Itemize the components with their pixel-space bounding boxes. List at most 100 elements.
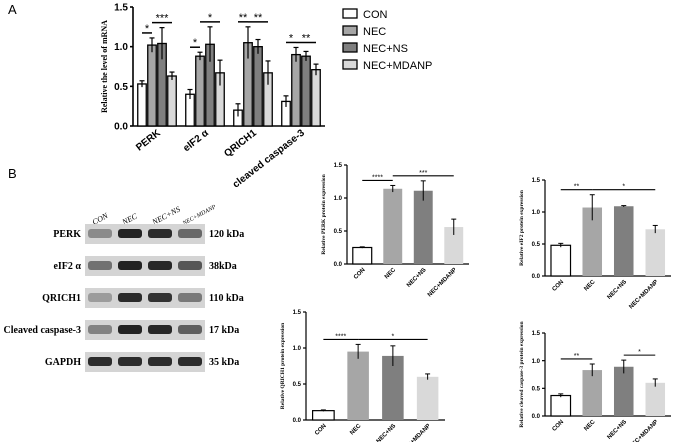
y-tick-label: 1.5 <box>532 331 541 337</box>
protein-band <box>148 261 172 270</box>
significance-label: * <box>289 32 294 44</box>
y-tick-label: 0.0 <box>532 414 541 420</box>
category-label: NEC+NS <box>607 419 629 441</box>
bar <box>253 46 263 127</box>
y-tick-label: 0.0 <box>532 274 541 280</box>
bar <box>312 410 335 421</box>
y-tick-label: 1.0 <box>114 42 128 53</box>
category-label: NEC <box>349 423 363 437</box>
protein-label: PERK <box>53 229 81 240</box>
bar <box>147 44 157 127</box>
category-label: NEC+NS <box>406 267 428 289</box>
bar <box>382 355 404 420</box>
category-label: CON <box>314 423 328 437</box>
category-label: NEC <box>583 279 597 293</box>
size-label: 120 kDa <box>209 229 244 240</box>
size-label: 110 kDa <box>209 293 244 304</box>
bar <box>550 394 572 417</box>
bar <box>645 229 666 276</box>
y-tick-label: 1.5 <box>532 178 541 184</box>
legend-label: NEC+NS <box>363 43 408 55</box>
y-tick-label: 1.0 <box>293 346 302 352</box>
blot-strip <box>85 352 205 372</box>
bar <box>137 83 147 127</box>
protein-band <box>118 261 142 270</box>
panel-label-a: A <box>8 2 17 17</box>
protein-band <box>88 229 112 238</box>
bar <box>383 188 403 264</box>
significance-label: ** <box>239 12 248 24</box>
category-label: QRICH1 <box>222 127 259 159</box>
size-label: 38kDa <box>209 261 237 272</box>
y-tick-label: 0.5 <box>334 229 343 235</box>
category-label: eIF2 α <box>181 127 211 154</box>
bar <box>291 53 301 127</box>
bar <box>311 69 321 127</box>
significance-label: ** <box>574 184 580 191</box>
blot-strip <box>85 256 205 276</box>
protein-band <box>178 357 202 366</box>
bar <box>413 190 433 264</box>
y-tick-label: 0.5 <box>532 386 541 392</box>
eif2-protein-chart: 0.0 0.5 1.0 1.5 Relative eIF2 protein expres… <box>519 178 671 310</box>
bar <box>416 376 439 420</box>
y-tick-label: 1.5 <box>334 163 343 169</box>
y-tick-label: 0.0 <box>334 262 343 268</box>
protein-band <box>118 357 142 366</box>
mrna-chart: 0.0 0.5 1.0 1.5 Relative the level of mRNA PE… <box>100 3 325 190</box>
blot-strip <box>85 224 205 244</box>
category-label: NEC+NS <box>607 279 629 301</box>
bar <box>613 366 634 416</box>
protein-band <box>148 293 172 302</box>
bar <box>185 93 195 127</box>
y-tick-label: 0.5 <box>114 82 128 93</box>
category-label: CON <box>551 279 565 293</box>
significance-label: *** <box>156 13 170 25</box>
y-tick-label: 0.5 <box>532 242 541 248</box>
protein-band <box>178 293 202 302</box>
y-axis-label: Relative the level of mRNA <box>100 20 109 113</box>
lane-label: NEC+NS <box>150 205 182 228</box>
protein-band <box>178 261 202 270</box>
significance-label: ** <box>302 32 311 44</box>
y-tick-label: 1.5 <box>114 3 128 14</box>
panel-label-b: B <box>8 166 17 181</box>
protein-band <box>178 325 202 334</box>
protein-label: eIF2 α <box>53 261 81 272</box>
significance-label: * <box>145 23 150 35</box>
qrich1-protein-chart: 0.0 0.5 1.0 1.5 Relative QRICH1 protein expr… <box>280 310 445 442</box>
category-label: NEC+MDANP <box>427 267 458 298</box>
protein-band <box>118 325 142 334</box>
bar <box>301 55 311 127</box>
blot-strip <box>85 288 205 308</box>
legend-swatch <box>342 8 358 19</box>
category-label: NEC+MDANP <box>401 423 432 442</box>
bar <box>582 207 603 276</box>
legend-label: CON <box>363 9 388 21</box>
y-tick-label: 1.0 <box>334 196 343 202</box>
y-tick-label: 1.5 <box>293 310 302 316</box>
y-tick-label: 1.0 <box>532 210 541 216</box>
protein-band <box>148 229 172 238</box>
protein-band <box>148 325 172 334</box>
bar <box>550 244 572 277</box>
mrna-legend: CON NEC NEC+NS NEC+MDANP <box>342 8 432 72</box>
bar <box>347 351 369 420</box>
perk-protein-chart: 0.0 0.5 1.0 1.5 Relative PERK protein expres… <box>321 163 469 298</box>
significance-label: * <box>392 333 395 340</box>
significance-label: * <box>622 184 625 191</box>
significance-label: **** <box>372 174 383 181</box>
significance-label: *** <box>419 170 427 177</box>
y-tick-label: 1.0 <box>532 359 541 365</box>
significance-label: * <box>638 349 641 356</box>
bar <box>195 55 205 127</box>
category-label: NEC <box>384 267 398 281</box>
y-tick-label: 0.5 <box>293 382 302 388</box>
bar <box>444 227 464 264</box>
bar <box>167 75 177 127</box>
category-label: CON <box>551 419 565 433</box>
legend-swatch <box>342 25 358 36</box>
protein-band <box>118 229 142 238</box>
